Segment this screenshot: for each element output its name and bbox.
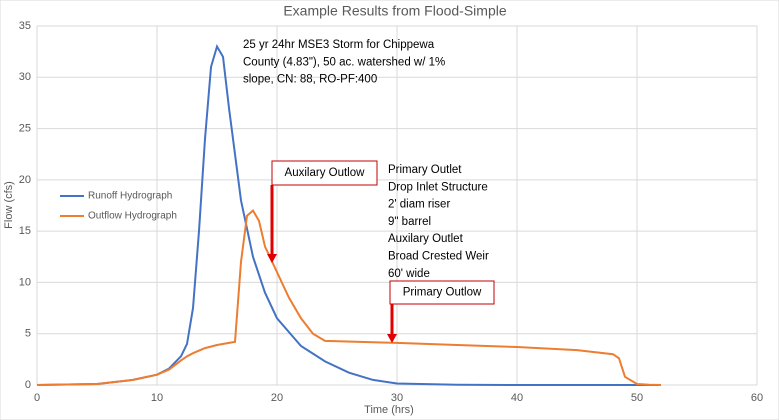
annotation-text: Broad Crested Weir bbox=[388, 251, 489, 263]
x-tick-label: 30 bbox=[391, 392, 403, 404]
x-tick-label: 60 bbox=[751, 392, 763, 404]
x-tick-label: 50 bbox=[631, 392, 643, 404]
x-tick-label: 40 bbox=[511, 392, 523, 404]
annotation-text: 2' diam riser bbox=[388, 199, 450, 211]
annotation-box bbox=[389, 280, 495, 305]
y-axis-label: Flow (cfs) bbox=[3, 181, 15, 229]
annotation-text: Drop Inlet Structure bbox=[388, 181, 488, 193]
y-tick-label: 10 bbox=[19, 276, 31, 288]
annotation-text: 60' wide bbox=[388, 268, 430, 280]
y-tick-label: 35 bbox=[19, 20, 31, 32]
annotation-text: slope, CN: 88, RO-PF:400 bbox=[243, 74, 377, 86]
y-tick-label: 20 bbox=[19, 174, 31, 186]
x-tick-label: 20 bbox=[271, 392, 283, 404]
annotation-box bbox=[271, 160, 378, 186]
annotation-text: County (4.83"), 50 ac. watershed w/ 1% bbox=[243, 56, 445, 68]
annotation-text: 9" barrel bbox=[388, 216, 431, 228]
annotation-label: Auxilary Outlow bbox=[285, 167, 366, 179]
annotation-text: Primary Outlet bbox=[388, 164, 462, 176]
legend-label: Runoff Hydrograph bbox=[88, 191, 172, 202]
chart-title: Example Results from Flood-Simple bbox=[283, 3, 507, 19]
x-tick-label: 10 bbox=[151, 392, 163, 404]
legend-label: Outflow Hydrograph bbox=[88, 211, 177, 222]
x-tick-label: 0 bbox=[34, 392, 40, 404]
series-line bbox=[36, 209, 662, 386]
y-tick-label: 15 bbox=[19, 225, 31, 237]
y-tick-label: 0 bbox=[25, 379, 31, 391]
annotation-text: Auxilary Outlet bbox=[388, 233, 464, 245]
annotation-arrowhead bbox=[267, 254, 277, 263]
y-tick-label: 30 bbox=[19, 71, 31, 83]
x-axis-label: Time (hrs) bbox=[364, 404, 414, 416]
annotation-label: Primary Outlow bbox=[403, 287, 482, 299]
y-tick-label: 25 bbox=[19, 122, 31, 134]
annotation-arrowhead bbox=[387, 334, 397, 343]
series-line bbox=[36, 43, 661, 386]
y-tick-label: 5 bbox=[25, 328, 31, 340]
annotation-text: 25 yr 24hr MSE3 Storm for Chippewa bbox=[243, 39, 435, 51]
